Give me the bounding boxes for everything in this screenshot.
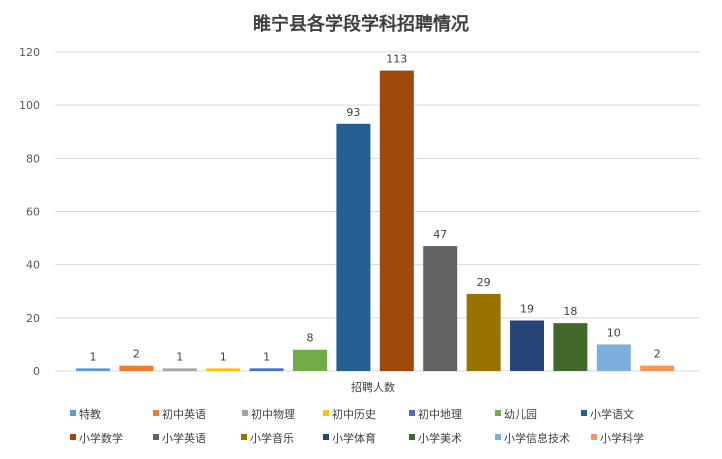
legend-label: 特教 xyxy=(79,407,101,421)
data-label: 2 xyxy=(133,348,140,361)
bar-6 xyxy=(293,349,327,371)
y-tick-label: 120 xyxy=(19,46,40,59)
legend-swatch xyxy=(495,434,501,440)
data-label: 29 xyxy=(477,276,491,289)
chart-title: 睢宁县各学段学科招聘情况 xyxy=(253,13,469,35)
legend-label: 初中物理 xyxy=(251,407,295,421)
gridlines xyxy=(55,51,700,319)
data-label: 10 xyxy=(607,326,621,339)
legend-swatch xyxy=(409,410,415,416)
bar-11 xyxy=(510,320,544,371)
y-tick-label: 60 xyxy=(26,206,40,219)
legend-label: 小学体育 xyxy=(332,431,376,445)
bar-10 xyxy=(466,293,501,371)
legend-swatch xyxy=(153,434,159,440)
legend-item: 小学数学 xyxy=(70,431,123,445)
legend-item: 幼儿园 xyxy=(495,408,537,421)
legend-item: 初中物理 xyxy=(242,407,295,421)
data-label: 47 xyxy=(433,228,447,241)
data-label: 18 xyxy=(563,305,577,318)
legend-swatch xyxy=(70,410,76,416)
legend-label: 小学数学 xyxy=(79,431,123,445)
legend-swatch xyxy=(242,410,248,416)
legend-label: 小学音乐 xyxy=(250,431,294,445)
bar-13 xyxy=(596,344,631,371)
data-label: 8 xyxy=(307,332,314,345)
y-tick-label: 0 xyxy=(33,365,40,378)
legend-item: 初中英语 xyxy=(153,407,206,421)
bar-3 xyxy=(162,368,197,371)
legend-label: 小学英语 xyxy=(162,431,206,445)
legend-item: 小学体育 xyxy=(323,431,376,445)
y-axis-ticks: 0 20 40 60 80 100 120 xyxy=(19,46,40,378)
legend-item: 小学语文 xyxy=(581,407,634,421)
legend-label: 小学语文 xyxy=(590,407,634,421)
data-label: 113 xyxy=(386,53,407,66)
data-label: 19 xyxy=(520,302,534,315)
legend-item: 初中历史 xyxy=(323,407,376,421)
data-label: 93 xyxy=(346,106,360,119)
legend-label: 小学科学 xyxy=(600,431,644,445)
legend-swatch xyxy=(70,434,76,440)
legend-swatch xyxy=(241,434,247,440)
data-label: 1 xyxy=(176,350,183,363)
y-tick-label: 40 xyxy=(26,259,40,272)
y-tick-label: 80 xyxy=(26,152,40,165)
legend-item: 小学科学 xyxy=(591,431,644,445)
bar-1 xyxy=(76,368,110,371)
bar-4 xyxy=(206,368,241,371)
y-tick-label: 100 xyxy=(19,99,40,112)
data-label: 2 xyxy=(654,348,661,361)
bar-12 xyxy=(553,323,588,371)
data-label: 1 xyxy=(220,350,227,363)
legend-label: 小学信息技术 xyxy=(504,431,570,445)
legend-swatch xyxy=(409,434,415,440)
bar-5 xyxy=(249,368,284,371)
legend-item: 特教 xyxy=(70,407,101,421)
legend-item: 小学英语 xyxy=(153,431,206,445)
legend-swatch xyxy=(323,410,329,416)
legend-swatch xyxy=(323,434,329,440)
data-label: 1 xyxy=(90,350,97,363)
legend-item: 小学美术 xyxy=(409,431,462,445)
legend-swatch xyxy=(495,410,501,416)
legend-item: 初中地理 xyxy=(409,407,462,421)
legend-swatch xyxy=(581,410,587,416)
data-label: 1 xyxy=(263,350,270,363)
bar-9 xyxy=(423,246,458,371)
legend-swatch xyxy=(153,410,159,416)
bar-8 xyxy=(379,70,414,371)
bars xyxy=(76,70,675,372)
x-axis-label: 招聘人数 xyxy=(351,380,395,394)
legend-label: 幼儿园 xyxy=(504,408,537,421)
legend-label: 初中地理 xyxy=(418,407,462,421)
legend-item: 小学音乐 xyxy=(241,431,294,445)
legend-label: 初中英语 xyxy=(162,407,206,421)
y-tick-label: 20 xyxy=(26,312,40,325)
legend-item: 小学信息技术 xyxy=(495,431,570,445)
legend-label: 小学美术 xyxy=(418,431,462,445)
legend-swatch xyxy=(591,434,597,440)
bar-7 xyxy=(336,123,371,372)
bar-14 xyxy=(640,365,675,371)
bar-2 xyxy=(119,365,154,371)
legend-label: 初中历史 xyxy=(332,407,376,421)
